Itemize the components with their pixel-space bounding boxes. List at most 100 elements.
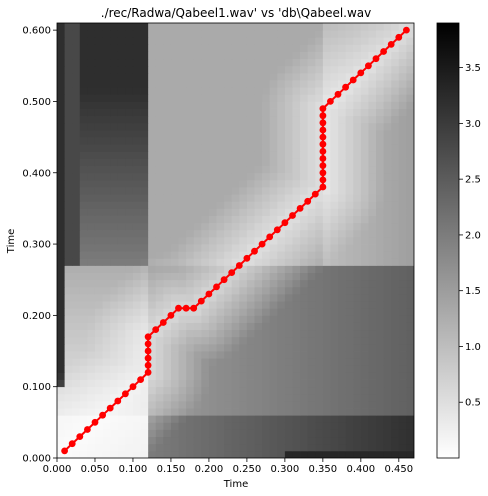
heatmap-cell <box>224 422 233 430</box>
heatmap-cell <box>64 87 73 95</box>
heatmap-cell <box>64 379 73 388</box>
heatmap-cell <box>406 72 414 81</box>
heatmap-cell <box>300 415 309 423</box>
heatmap-cell <box>360 144 369 152</box>
heatmap-cell <box>94 450 103 458</box>
heatmap-cell <box>391 108 400 117</box>
heatmap-cell <box>269 286 278 295</box>
heatmap-cell <box>117 244 126 252</box>
heatmap-cell <box>148 450 157 458</box>
heatmap-cell <box>391 286 400 295</box>
heatmap-cell <box>398 408 407 416</box>
heatmap-cell <box>72 386 81 395</box>
heatmap-cell <box>262 336 271 345</box>
heatmap-cell <box>383 80 392 88</box>
heatmap-cell <box>117 251 126 259</box>
heatmap-cell <box>87 172 96 181</box>
heatmap-cell <box>406 265 414 273</box>
heatmap-cell <box>315 208 324 216</box>
heatmap-cell <box>224 215 233 224</box>
heatmap-cell <box>338 379 347 388</box>
heatmap-cell <box>132 208 141 216</box>
heatmap-cell <box>64 386 73 395</box>
alignment-path-point <box>319 126 327 134</box>
heatmap-cell <box>277 236 286 245</box>
heatmap-cell <box>406 258 414 266</box>
heatmap-cell <box>193 308 202 316</box>
heatmap-cell <box>368 379 377 388</box>
heatmap-cell <box>110 436 119 445</box>
heatmap-cell <box>193 101 202 109</box>
heatmap-cell <box>178 144 187 152</box>
alignment-path-point <box>289 212 296 219</box>
heatmap-cell <box>360 122 369 131</box>
heatmap-cell <box>376 272 385 281</box>
heatmap-cell <box>102 201 111 209</box>
heatmap-cell <box>406 358 414 366</box>
heatmap-cell <box>345 87 354 95</box>
heatmap-cell <box>140 286 149 295</box>
heatmap-cell <box>330 236 339 245</box>
heatmap-cell <box>345 293 354 302</box>
heatmap-cell <box>353 151 362 159</box>
heatmap-cell <box>132 343 141 352</box>
heatmap-cell <box>292 244 301 252</box>
heatmap-cell <box>224 386 233 395</box>
heatmap-cell <box>262 37 271 45</box>
heatmap-cell <box>193 201 202 209</box>
heatmap-cell <box>148 279 157 288</box>
heatmap-cell <box>368 122 377 131</box>
heatmap-cell <box>262 393 271 402</box>
heatmap-cell <box>406 201 414 209</box>
heatmap-cell <box>102 336 111 345</box>
heatmap-cell <box>315 151 324 159</box>
heatmap-cell <box>64 137 73 145</box>
heatmap-cell <box>216 151 225 159</box>
heatmap-cell <box>102 308 111 316</box>
heatmap-cell <box>155 215 164 224</box>
heatmap-cell <box>57 429 65 438</box>
heatmap-cell <box>277 80 286 88</box>
heatmap-cell <box>246 179 255 188</box>
heatmap-cell <box>239 379 248 388</box>
heatmap-cell <box>330 351 339 359</box>
heatmap-cell <box>368 229 377 238</box>
heatmap-cell <box>208 379 217 388</box>
heatmap-cell <box>277 265 286 273</box>
heatmap-cell <box>57 172 65 181</box>
heatmap-cell <box>163 251 172 259</box>
heatmap-cell <box>140 137 149 145</box>
heatmap-cell <box>148 229 157 238</box>
heatmap-cell <box>72 315 81 323</box>
heatmap-cell <box>102 115 111 124</box>
heatmap-cell <box>315 272 324 281</box>
alignment-path-point <box>357 69 365 77</box>
heatmap-cell <box>201 272 210 281</box>
heatmap-cell <box>208 408 217 416</box>
alignment-path-point <box>403 26 410 34</box>
heatmap-cell <box>170 94 179 102</box>
heatmap-cell <box>284 429 293 438</box>
heatmap-cell <box>353 386 362 395</box>
heatmap-cell <box>391 30 400 38</box>
heatmap-cell <box>330 343 339 352</box>
heatmap-cell <box>57 379 65 388</box>
heatmap-cell <box>330 422 339 430</box>
heatmap-cell <box>94 179 103 188</box>
heatmap-cell <box>383 158 392 167</box>
heatmap-cell <box>148 358 157 366</box>
heatmap-cell <box>201 222 210 231</box>
heatmap-cell <box>338 144 347 152</box>
heatmap-cell <box>231 436 240 445</box>
heatmap-cell <box>307 436 316 445</box>
alignment-path-point <box>182 304 190 312</box>
heatmap-cell <box>406 351 414 359</box>
heatmap-cell <box>87 51 96 60</box>
heatmap-cell <box>231 201 240 209</box>
heatmap-cell <box>239 122 248 131</box>
heatmap-cell <box>269 108 278 117</box>
heatmap-cell <box>269 443 278 452</box>
heatmap-cell <box>72 122 81 131</box>
heatmap-cell <box>216 108 225 117</box>
heatmap-cell <box>148 179 157 188</box>
